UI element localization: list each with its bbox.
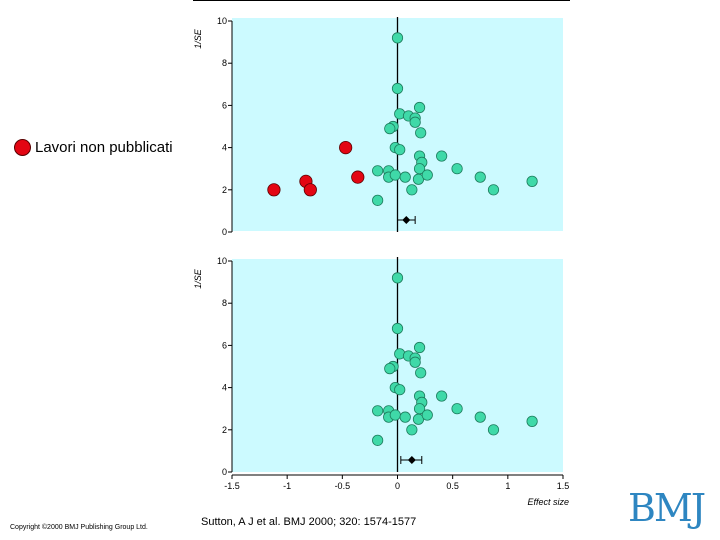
published-study-point	[409, 356, 421, 368]
published-study-point	[415, 367, 427, 379]
y-tick-label: 6	[222, 100, 227, 110]
published-study-point	[413, 341, 426, 354]
pooled-estimate-diamond	[407, 456, 416, 464]
pooled-estimate-diamond	[402, 216, 411, 224]
published-study-point	[436, 390, 448, 402]
published-study-point	[372, 405, 384, 417]
x-tick-label: 1	[505, 481, 510, 491]
published-study-point	[389, 169, 401, 181]
y-tick-label: 0	[222, 467, 227, 477]
bmj-logo: BMJ	[628, 486, 706, 530]
published-study-point	[391, 32, 404, 44]
y-tick-label: 2	[222, 425, 227, 435]
x-tick-label: 0	[395, 481, 400, 491]
published-study-point	[399, 411, 411, 423]
published-study-point	[487, 184, 500, 196]
x-tick-label: -1.5	[224, 481, 240, 491]
published-study-point	[413, 101, 426, 114]
published-study-point	[406, 424, 418, 436]
published-study-point	[421, 169, 433, 181]
legend-marker	[14, 139, 31, 156]
published-study-point	[384, 123, 396, 135]
published-study-point	[474, 411, 486, 423]
unpublished-study-point	[339, 141, 353, 155]
published-study-point	[474, 171, 486, 183]
y-tick-label: 10	[217, 16, 227, 26]
y-axis-label: 1/SE	[193, 268, 203, 289]
y-tick-label: 4	[222, 383, 227, 393]
copyright-text: Copyright ©2000 BMJ Publishing Group Ltd…	[10, 524, 148, 531]
y-tick-label: 0	[222, 227, 227, 237]
published-study-point	[421, 409, 433, 421]
y-tick-label: 6	[222, 340, 227, 350]
published-study-point	[391, 82, 404, 95]
y-tick-label: 8	[222, 298, 227, 308]
published-study-point	[372, 165, 384, 177]
legend-label: Lavori non pubblicati	[35, 139, 173, 156]
published-study-point	[384, 363, 396, 375]
y-axis-label: 1/SE	[193, 28, 203, 49]
x-tick-label: -1	[283, 481, 291, 491]
published-study-point	[526, 175, 538, 187]
citation-text: Sutton, A J et al. BMJ 2000; 320: 1574-1…	[201, 516, 417, 528]
unpublished-study-point	[351, 170, 365, 184]
published-study-point	[451, 163, 463, 175]
unpublished-study-point	[267, 183, 281, 197]
published-study-point	[436, 150, 448, 162]
published-study-point	[406, 184, 418, 196]
published-study-point	[391, 322, 404, 335]
published-study-point	[372, 194, 384, 206]
x-tick-label: -0.5	[335, 481, 351, 491]
published-study-point	[389, 409, 401, 421]
y-tick-label: 4	[222, 143, 227, 153]
published-study-point	[487, 424, 500, 436]
y-tick-label: 10	[217, 256, 227, 266]
y-tick-label: 2	[222, 185, 227, 195]
published-study-point	[394, 384, 406, 396]
published-study-point	[372, 434, 384, 446]
published-study-point	[394, 144, 406, 156]
published-study-point	[391, 272, 404, 284]
published-study-point	[526, 415, 538, 427]
x-axis-label: Effect size	[527, 497, 569, 507]
published-study-point	[399, 171, 411, 183]
legend: Lavori non pubblicati	[14, 139, 173, 156]
unpublished-study-point	[303, 183, 317, 197]
published-study-point	[409, 116, 421, 128]
x-tick-label: 0.5	[446, 481, 459, 491]
published-study-point	[451, 403, 463, 415]
y-tick-label: 8	[222, 58, 227, 68]
published-study-point	[415, 127, 427, 139]
x-tick-label: 1.5	[557, 481, 570, 491]
